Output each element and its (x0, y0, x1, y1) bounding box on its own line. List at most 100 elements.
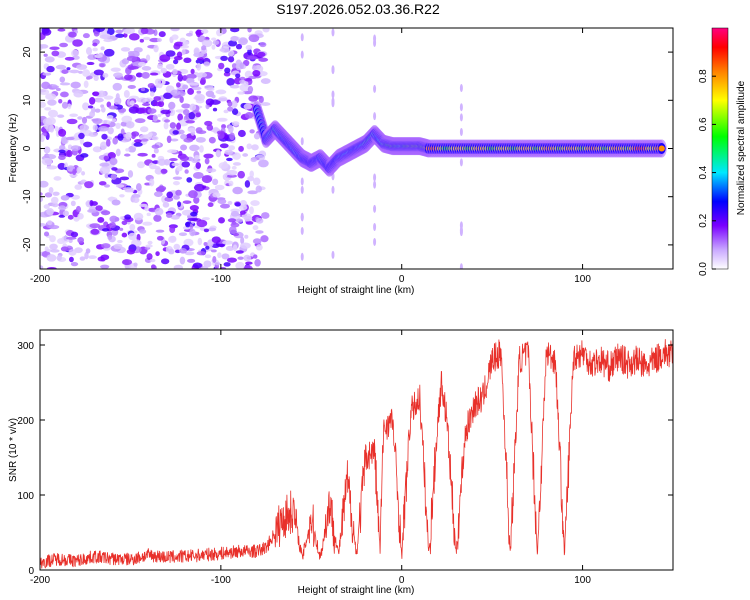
noise-speckle (155, 229, 165, 233)
noise-speckle (195, 112, 201, 118)
noise-speckle (240, 242, 251, 249)
noise-speckle (184, 169, 189, 174)
noise-speckle (170, 214, 180, 220)
noise-speckle (232, 186, 243, 195)
noise-speckle (106, 115, 114, 120)
noise-speckle (188, 111, 196, 120)
noise-speckle (165, 50, 176, 57)
noise-speckle (235, 218, 243, 223)
snr-x-label: Height of straight line (km) (298, 585, 415, 596)
noise-speckle (156, 235, 164, 241)
noise-speckle (189, 205, 199, 211)
noise-speckle (100, 46, 105, 51)
noise-speckle (59, 76, 66, 83)
noise-speckle (86, 76, 91, 80)
noise-speckle (83, 80, 89, 88)
streak-speckle (373, 237, 377, 246)
noise-speckle (43, 231, 50, 237)
noise-speckle (132, 197, 140, 203)
streak-speckle (373, 34, 377, 43)
noise-speckle (74, 184, 83, 190)
noise-speckle (229, 132, 235, 141)
noise-speckle (252, 69, 261, 77)
noise-speckle (40, 265, 44, 269)
noise-speckle (129, 65, 139, 70)
noise-speckle (92, 42, 98, 47)
noise-speckle (80, 153, 89, 158)
noise-speckle (78, 132, 85, 140)
noise-speckle (94, 28, 106, 33)
noise-speckle (160, 168, 168, 174)
noise-speckle (52, 191, 60, 196)
noise-speckle (227, 106, 234, 112)
noise-speckle (128, 33, 140, 41)
noise-speckle (153, 44, 159, 53)
noise-speckle (179, 37, 186, 43)
noise-speckle (64, 56, 75, 61)
noise-speckle (123, 74, 133, 81)
noise-speckle (45, 124, 54, 132)
noise-speckle (154, 167, 163, 175)
noise-speckle (172, 180, 180, 186)
noise-speckle (106, 28, 115, 36)
streak-speckle (300, 177, 304, 186)
noise-speckle (129, 100, 135, 106)
snr-y-tick-label: 0 (28, 566, 34, 577)
snr-series-line (40, 339, 673, 569)
noise-speckle (235, 43, 243, 50)
noise-speckle (151, 144, 160, 149)
noise-speckle (193, 52, 205, 58)
noise-speckle (203, 61, 211, 67)
noise-speckle (133, 142, 143, 147)
noise-speckle (187, 258, 196, 263)
noise-speckle (58, 205, 67, 211)
noise-speckle (50, 196, 59, 204)
noise-speckle (219, 143, 229, 149)
noise-speckle (60, 195, 70, 201)
noise-speckle (218, 62, 225, 70)
noise-speckle (226, 257, 237, 263)
spectrogram-x-tick-label: -100 (211, 274, 231, 285)
noise-speckle (70, 81, 81, 89)
noise-speckle (250, 157, 257, 163)
noise-speckle (196, 72, 208, 78)
noise-speckle (252, 225, 259, 231)
noise-speckle (153, 214, 162, 222)
noise-speckle (181, 103, 191, 109)
noise-speckle (185, 120, 195, 124)
noise-speckle (56, 254, 62, 261)
noise-speckle (173, 243, 181, 251)
noise-speckle (205, 245, 210, 250)
noise-speckle (259, 42, 267, 48)
noise-speckle (249, 206, 254, 215)
noise-speckle (164, 196, 174, 202)
noise-speckle (91, 118, 99, 122)
noise-speckle (66, 149, 73, 158)
snr-y-label: SNR (10 * v/v) (8, 418, 19, 482)
noise-speckle (103, 184, 111, 188)
snr-x-tick-label: -100 (211, 575, 231, 586)
streak-speckle (300, 50, 304, 59)
noise-speckle (148, 162, 157, 170)
noise-speckle (149, 178, 155, 187)
noise-speckle (99, 162, 110, 167)
noise-speckle (68, 249, 77, 256)
streak-speckle (300, 185, 304, 194)
noise-speckle (70, 145, 81, 152)
noise-speckle (66, 118, 78, 125)
noise-speckle (89, 223, 101, 229)
noise-speckle (196, 219, 208, 228)
noise-speckle (237, 129, 246, 138)
noise-speckle (110, 173, 117, 180)
noise-speckle (120, 47, 131, 52)
noise-speckle (219, 48, 225, 52)
noise-speckle (153, 191, 163, 197)
noise-speckle (248, 95, 259, 102)
noise-speckle (45, 117, 56, 126)
noise-speckle (249, 170, 254, 178)
streak-speckle (373, 84, 377, 93)
noise-speckle (209, 99, 221, 105)
noise-speckle (47, 109, 59, 118)
noise-speckle (92, 47, 98, 52)
noise-speckle (66, 236, 77, 240)
